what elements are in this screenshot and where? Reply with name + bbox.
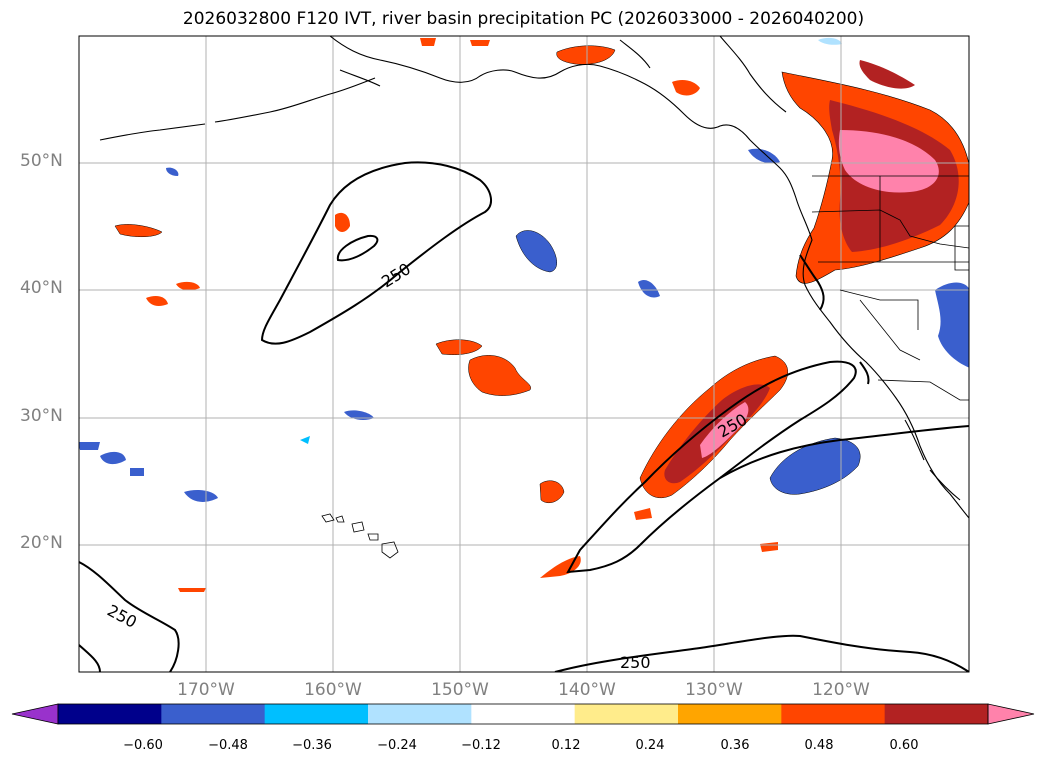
ivt-contours: [79, 161, 969, 672]
coastlines: [99, 36, 969, 519]
colorbar-tick: −0.60: [123, 738, 163, 753]
gridlines: [79, 36, 969, 672]
lon-label-150w: 150°W: [431, 680, 489, 700]
anomaly-neg-10: [130, 468, 144, 476]
lon-label-170w: 170°W: [177, 680, 235, 700]
lon-label-160w: 160°W: [304, 680, 362, 700]
anomaly-gulf-alaska-2: [672, 80, 700, 96]
anomaly-west-1: [114, 224, 163, 237]
lon-label-120w: 120°W: [812, 680, 870, 700]
anomaly-neg-southwest-us: [935, 282, 969, 368]
hawaiian-islands: [321, 513, 399, 559]
colorbar-cell: [574, 704, 679, 724]
lat-label-30n: 30°N: [20, 406, 63, 426]
colorbar: [11, 703, 1035, 725]
colorbar-tick: −0.36: [292, 738, 332, 753]
colorbar-cell: [58, 704, 162, 724]
anomaly-west-2: [335, 212, 350, 232]
colorbar-tick: 0.60: [889, 738, 919, 753]
anomaly-neg-12: [818, 37, 842, 45]
colorbar-tick: 0.36: [720, 738, 750, 753]
lat-label-20n: 20°N: [20, 533, 63, 553]
anomaly-neg-8: [79, 442, 100, 450]
anomaly-neg-9: [166, 167, 179, 176]
colorbar-tick: −0.12: [461, 738, 501, 753]
lon-label-130w: 130°W: [685, 680, 743, 700]
lon-label-140w: 140°W: [558, 680, 616, 700]
map-area: [79, 36, 969, 672]
anomaly-mid-pacific-3: [539, 480, 565, 503]
colorbar-cell: [471, 704, 576, 724]
anomaly-west-4: [146, 296, 168, 306]
colorbar-extend-high: [987, 703, 1035, 725]
colorbar-cell: [368, 704, 472, 724]
anomaly-pnw: [781, 60, 969, 284]
anomaly-neg-4: [638, 279, 660, 298]
anomaly-top-2: [470, 40, 490, 46]
anomaly-neg-north-pacific: [515, 230, 557, 273]
colorbar-tick: 0.12: [551, 738, 581, 753]
colorbar-tick: −0.48: [208, 738, 248, 753]
anomaly-neg-7: [100, 451, 126, 465]
colorbar-cell: [264, 704, 369, 724]
colorbar-tick: 0.24: [635, 738, 665, 753]
map-title: 2026032800 F120 IVT, river basin precipi…: [182, 9, 865, 29]
anomaly-mid-pacific-1: [468, 355, 531, 396]
colorbar-cell: [678, 704, 782, 724]
anomaly-neg-11: [300, 436, 310, 444]
political-borders: [811, 175, 969, 401]
colorbar-tick: 0.48: [804, 738, 834, 753]
colorbar-cell: [781, 704, 886, 724]
anomaly-mid-pacific-2: [435, 339, 483, 355]
colorbar-cell: [161, 704, 266, 724]
lat-label-40n: 40°N: [20, 278, 63, 298]
contour-label-4: 250: [620, 653, 651, 672]
anomaly-west-5: [178, 588, 206, 592]
colorbar-cell: [884, 704, 989, 724]
anomaly-top-1: [420, 38, 436, 46]
anomaly-west-3: [176, 281, 200, 291]
colorbar-tick: −0.24: [377, 738, 417, 753]
lat-label-50n: 50°N: [20, 151, 63, 171]
colorbar-extend-low: [11, 703, 59, 725]
map-frame: [78, 35, 970, 673]
anomaly-neg-6: [184, 490, 218, 502]
